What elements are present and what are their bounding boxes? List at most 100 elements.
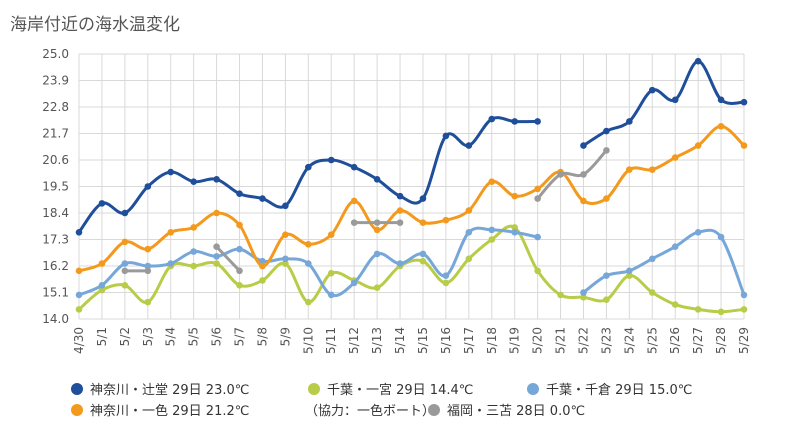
data-point [626,166,633,173]
data-point [121,281,129,289]
data-point [488,178,496,185]
data-point [671,96,679,104]
data-point [488,236,496,243]
data-point [626,267,633,275]
data-point [419,257,427,265]
x-tick-label: 5/8 [255,327,269,346]
data-point [580,289,587,296]
y-tick-label: 17.3 [42,233,69,247]
data-point [740,98,748,106]
data-point [465,207,473,214]
data-point [626,272,633,279]
data-point [603,272,610,279]
data-point [373,284,381,291]
data-point [144,183,152,190]
data-point [511,228,518,236]
x-tick-label: 5/17 [462,327,476,354]
x-tick-label: 5/5 [187,327,201,346]
data-point [75,228,83,236]
data-point [236,245,243,253]
data-point [98,286,106,294]
data-point [648,86,656,94]
data-point [75,291,83,299]
data-point [75,267,83,275]
x-tick-label: 5/13 [370,327,384,354]
x-tick-label: 5/28 [714,327,728,354]
data-point [327,291,335,299]
data-point [717,96,725,104]
legend-label: 神奈川・一色 29日 21.2℃ [90,403,249,419]
data-point [442,272,450,279]
data-point [282,260,289,267]
y-tick-label: 23.9 [42,74,69,88]
series-line [77,124,746,273]
data-point [98,281,106,289]
x-tick-label: 5/20 [531,327,545,354]
data-point [121,260,129,267]
data-point [626,118,633,125]
data-point [259,195,266,202]
data-point [648,255,656,263]
data-point [671,301,679,308]
data-point [396,207,404,214]
data-point [350,163,358,171]
data-point [121,238,129,246]
legend-marker [308,383,320,395]
x-tick-label: 5/18 [485,327,499,354]
data-point [350,279,358,287]
data-point [671,243,679,251]
data-point [740,306,748,313]
data-point [305,260,312,267]
data-point [282,202,289,210]
x-tick-label: 5/19 [508,327,522,354]
data-point [534,267,541,275]
legend-label: 千葉・千倉 29日 15.0℃ [546,383,692,398]
y-axis-ticks: 25.0 23.9 22.8 21.7 20.6 19.5 18.4 17.3 16.2 15.1… [42,47,69,326]
x-tick-label: 5/16 [439,327,453,354]
data-point [236,221,243,229]
data-point [671,154,679,161]
data-point [603,195,610,202]
data-point [442,279,450,287]
data-point [213,209,220,217]
x-tick-label: 5/4 [164,327,178,346]
data-point [236,190,243,198]
data-point [373,219,381,226]
x-tick-label: 5/14 [393,327,407,354]
data-point [603,127,610,135]
x-tick-label: 5/1 [95,327,109,346]
series-layer [75,57,748,316]
data-point [648,289,656,296]
x-tick-label: 5/6 [210,327,224,346]
data-point [236,267,243,275]
data-point [167,260,175,267]
data-point [396,192,404,200]
data-point [98,200,106,207]
legend-label: 神奈川・辻堂 29日 23.0℃ [90,383,249,398]
data-point [717,233,725,241]
x-tick-label: 5/7 [233,327,247,346]
data-point [190,262,197,270]
data-point [442,216,450,224]
x-tick-label: 5/22 [576,327,590,354]
legend-label: 千葉・一宮 29日 14.4℃ [327,382,473,398]
data-point [373,250,381,258]
series-4 [121,147,610,275]
data-point [419,219,427,226]
data-point [305,241,312,248]
y-tick-label: 16.2 [42,259,69,273]
data-point [121,209,129,217]
data-point [717,308,725,316]
series-2 [75,226,748,299]
data-point [190,248,197,255]
x-tick-label: 5/9 [278,327,292,346]
data-point [213,243,220,251]
data-point [557,171,564,178]
data-point [75,306,83,313]
series-0 [75,57,748,236]
x-tick-label: 4/30 [72,327,86,354]
x-tick-label: 5/10 [301,327,315,354]
y-tick-label: 14.0 [42,312,69,326]
data-point [465,228,473,236]
